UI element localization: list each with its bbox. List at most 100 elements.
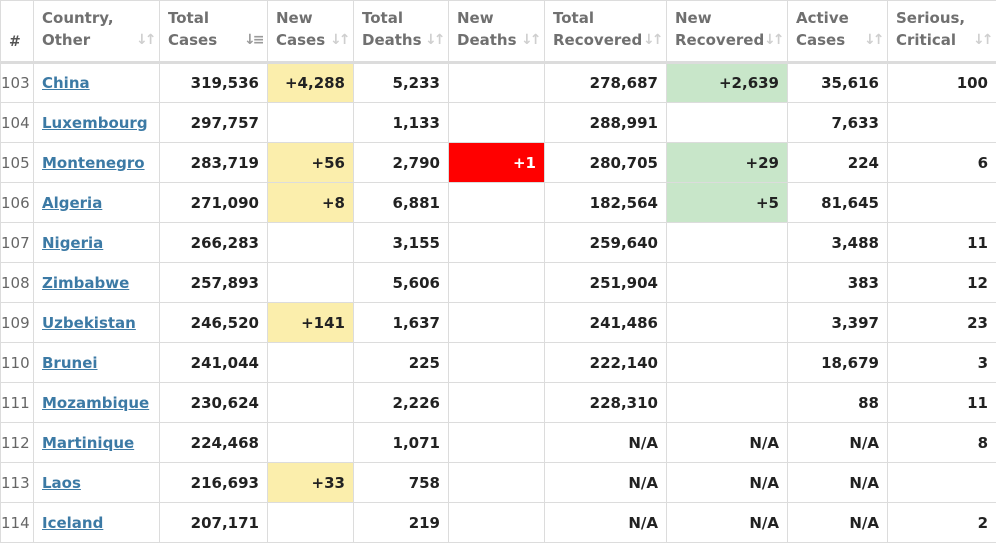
- serious-critical-cell: 3: [888, 343, 996, 383]
- new-deaths-cell: [449, 303, 545, 343]
- new-cases-cell: [268, 343, 354, 383]
- total-recovered-cell: 228,310: [545, 383, 667, 423]
- new-recovered-cell: [667, 383, 788, 423]
- row-index: 109: [1, 303, 34, 343]
- sort-both-icon[interactable]: ↓↑: [764, 31, 779, 49]
- active-cases-cell: N/A: [788, 423, 888, 463]
- country-link[interactable]: Uzbekistan: [42, 314, 136, 332]
- total-deaths-cell: 1,133: [354, 103, 449, 143]
- country-link[interactable]: Mozambique: [42, 394, 149, 412]
- country-link[interactable]: Luxembourg: [42, 114, 148, 132]
- new-deaths-cell: [449, 223, 545, 263]
- header-new-recovered-line2: Recovered: [675, 31, 764, 49]
- country-link[interactable]: Laos: [42, 474, 81, 492]
- header-index[interactable]: #: [1, 1, 34, 63]
- sort-desc-icon[interactable]: ↓≡: [244, 31, 259, 49]
- sort-both-icon[interactable]: ↓↑: [136, 31, 151, 49]
- new-deaths-cell: [449, 103, 545, 143]
- sort-both-icon[interactable]: ↓↑: [864, 31, 879, 49]
- total-cases-cell: 257,893: [160, 263, 268, 303]
- header-total-recovered-line2: Recovered: [553, 31, 642, 49]
- serious-critical-cell: 23: [888, 303, 996, 343]
- sort-both-icon[interactable]: ↓↑: [330, 31, 345, 49]
- country-link[interactable]: Brunei: [42, 354, 98, 372]
- header-new-deaths-line2: Deaths: [457, 31, 517, 49]
- sort-both-icon[interactable]: ↓↑: [425, 31, 440, 49]
- sort-both-icon[interactable]: ↓↑: [973, 31, 988, 49]
- country-link[interactable]: Iceland: [42, 514, 103, 532]
- total-recovered-cell: 251,904: [545, 263, 667, 303]
- new-cases-cell: [268, 503, 354, 543]
- sort-both-icon[interactable]: ↓↑: [643, 31, 658, 49]
- new-cases-cell: +33: [268, 463, 354, 503]
- total-recovered-cell: N/A: [545, 423, 667, 463]
- new-recovered-cell: [667, 103, 788, 143]
- total-cases-cell: 216,693: [160, 463, 268, 503]
- country-cell: Uzbekistan: [34, 303, 160, 343]
- total-deaths-cell: 3,155: [354, 223, 449, 263]
- new-recovered-cell: [667, 223, 788, 263]
- serious-critical-cell: [888, 103, 996, 143]
- new-deaths-cell: [449, 183, 545, 223]
- total-cases-cell: 283,719: [160, 143, 268, 183]
- new-deaths-cell: +1: [449, 143, 545, 183]
- header-new-deaths[interactable]: New Deaths ↓↑: [449, 1, 545, 63]
- serious-critical-cell: 100: [888, 63, 996, 103]
- country-link[interactable]: Zimbabwe: [42, 274, 129, 292]
- row-index: 107: [1, 223, 34, 263]
- row-index: 108: [1, 263, 34, 303]
- country-link[interactable]: Martinique: [42, 434, 134, 452]
- header-new-cases[interactable]: New Cases ↓↑: [268, 1, 354, 63]
- country-cell: Luxembourg: [34, 103, 160, 143]
- country-cell: Nigeria: [34, 223, 160, 263]
- country-cell: Brunei: [34, 343, 160, 383]
- active-cases-cell: N/A: [788, 463, 888, 503]
- active-cases-cell: N/A: [788, 503, 888, 543]
- country-cell: Algeria: [34, 183, 160, 223]
- active-cases-cell: 383: [788, 263, 888, 303]
- header-total-recovered[interactable]: Total Recovered ↓↑: [545, 1, 667, 63]
- row-index: 103: [1, 63, 34, 103]
- country-link[interactable]: Nigeria: [42, 234, 103, 252]
- country-link[interactable]: Montenegro: [42, 154, 145, 172]
- row-index: 105: [1, 143, 34, 183]
- country-link[interactable]: China: [42, 74, 90, 92]
- new-recovered-cell: [667, 343, 788, 383]
- new-deaths-cell: [449, 463, 545, 503]
- header-total-deaths[interactable]: Total Deaths ↓↑: [354, 1, 449, 63]
- header-active-cases[interactable]: Active Cases ↓↑: [788, 1, 888, 63]
- new-deaths-cell: [449, 383, 545, 423]
- header-country[interactable]: Country, Other ↓↑: [34, 1, 160, 63]
- header-total-cases[interactable]: Total Cases ↓≡: [160, 1, 268, 63]
- new-recovered-cell: [667, 303, 788, 343]
- header-serious-critical[interactable]: Serious, Critical ↓↑: [888, 1, 996, 63]
- total-recovered-cell: N/A: [545, 503, 667, 543]
- country-link[interactable]: Algeria: [42, 194, 102, 212]
- header-country-line1: Country,: [42, 9, 114, 27]
- active-cases-cell: 3,397: [788, 303, 888, 343]
- serious-critical-cell: 6: [888, 143, 996, 183]
- total-cases-cell: 271,090: [160, 183, 268, 223]
- new-recovered-cell: N/A: [667, 423, 788, 463]
- row-index: 113: [1, 463, 34, 503]
- header-new-recovered[interactable]: New Recovered ↓↑: [667, 1, 788, 63]
- country-cell: Mozambique: [34, 383, 160, 423]
- header-active-cases-line2: Cases: [796, 31, 845, 49]
- total-deaths-cell: 1,071: [354, 423, 449, 463]
- sort-both-icon[interactable]: ↓↑: [521, 31, 536, 49]
- active-cases-cell: 81,645: [788, 183, 888, 223]
- country-cell: China: [34, 63, 160, 103]
- new-deaths-cell: [449, 343, 545, 383]
- header-new-cases-line1: New: [276, 9, 313, 27]
- header-country-line2: Other: [42, 31, 90, 49]
- header-new-cases-line2: Cases: [276, 31, 325, 49]
- row-index: 104: [1, 103, 34, 143]
- total-cases-cell: 297,757: [160, 103, 268, 143]
- total-deaths-cell: 6,881: [354, 183, 449, 223]
- total-recovered-cell: 288,991: [545, 103, 667, 143]
